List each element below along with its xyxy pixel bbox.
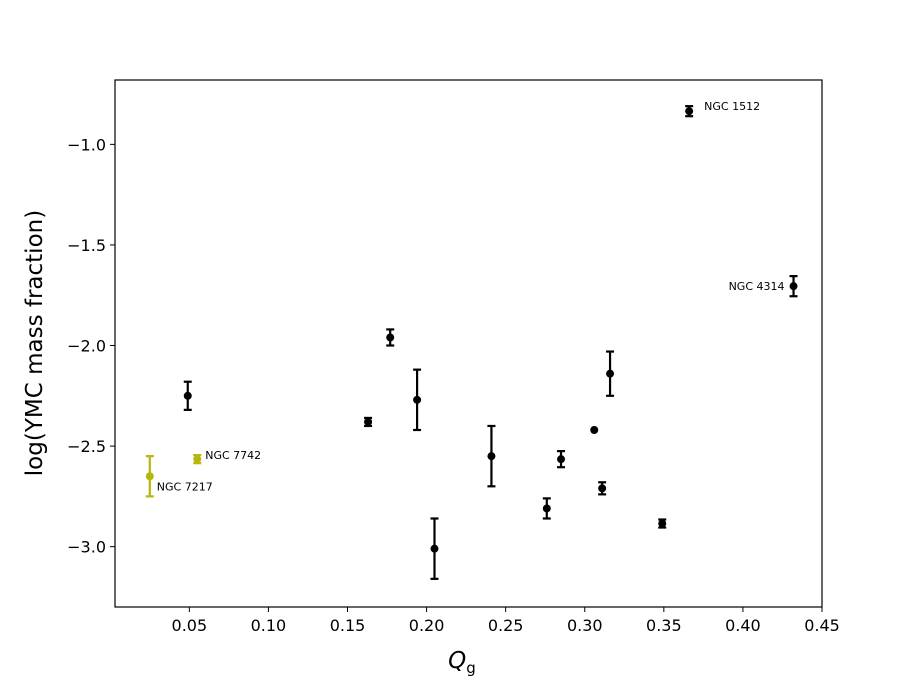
y-tick-label: −1.0 [67, 135, 106, 154]
data-point [386, 333, 395, 342]
data-point [487, 452, 496, 461]
y-tick-label: −3.0 [67, 538, 106, 557]
data-point [606, 369, 615, 378]
x-axis-title-subscript: g [466, 659, 476, 677]
data-point [557, 455, 566, 464]
point-annotation: NGC 7217 [157, 480, 213, 493]
y-axis-title: log(YMC mass fraction) [22, 210, 48, 476]
data-point [685, 107, 694, 116]
x-tick-label: 0.20 [409, 616, 445, 635]
data-point [413, 395, 422, 404]
x-tick-label: 0.30 [567, 616, 603, 635]
y-tick-label: −2.0 [67, 337, 106, 356]
x-axis-title-main: Q [448, 648, 466, 674]
x-tick-label: 0.10 [251, 616, 287, 635]
x-tick-label: 0.35 [646, 616, 682, 635]
x-tick-label: 0.40 [725, 616, 761, 635]
point-annotation: NGC 4314 [729, 280, 785, 293]
x-axis-title: Qg [448, 648, 476, 677]
y-tick-label: −2.5 [67, 437, 106, 456]
y-axis-ticks: −1.0 −1.5 −2.0 −2.5 −3.0 [67, 135, 115, 557]
data-point [789, 282, 798, 291]
point-annotation: NGC 7742 [205, 449, 261, 462]
data-point [364, 417, 373, 426]
data-points: NGC 7217 NGC 7742 NGC 1512 NGC 4314 [145, 100, 798, 580]
data-point [430, 544, 439, 553]
data-point [658, 519, 667, 528]
data-point [598, 484, 607, 493]
x-axis-ticks: 0.05 0.10 0.15 0.20 0.25 0.30 0.35 0.40 0.45 [172, 607, 840, 635]
plot-frame [114, 79, 823, 608]
data-point [542, 504, 551, 513]
y-tick-label: −1.5 [67, 236, 106, 255]
x-tick-label: 0.15 [330, 616, 366, 635]
data-point [193, 455, 202, 464]
x-tick-label: 0.45 [804, 616, 840, 635]
x-tick-label: 0.05 [172, 616, 208, 635]
data-point [183, 391, 192, 400]
x-tick-label: 0.25 [488, 616, 524, 635]
point-annotation: NGC 1512 [704, 100, 760, 113]
data-point [590, 425, 599, 434]
data-point [145, 472, 154, 481]
